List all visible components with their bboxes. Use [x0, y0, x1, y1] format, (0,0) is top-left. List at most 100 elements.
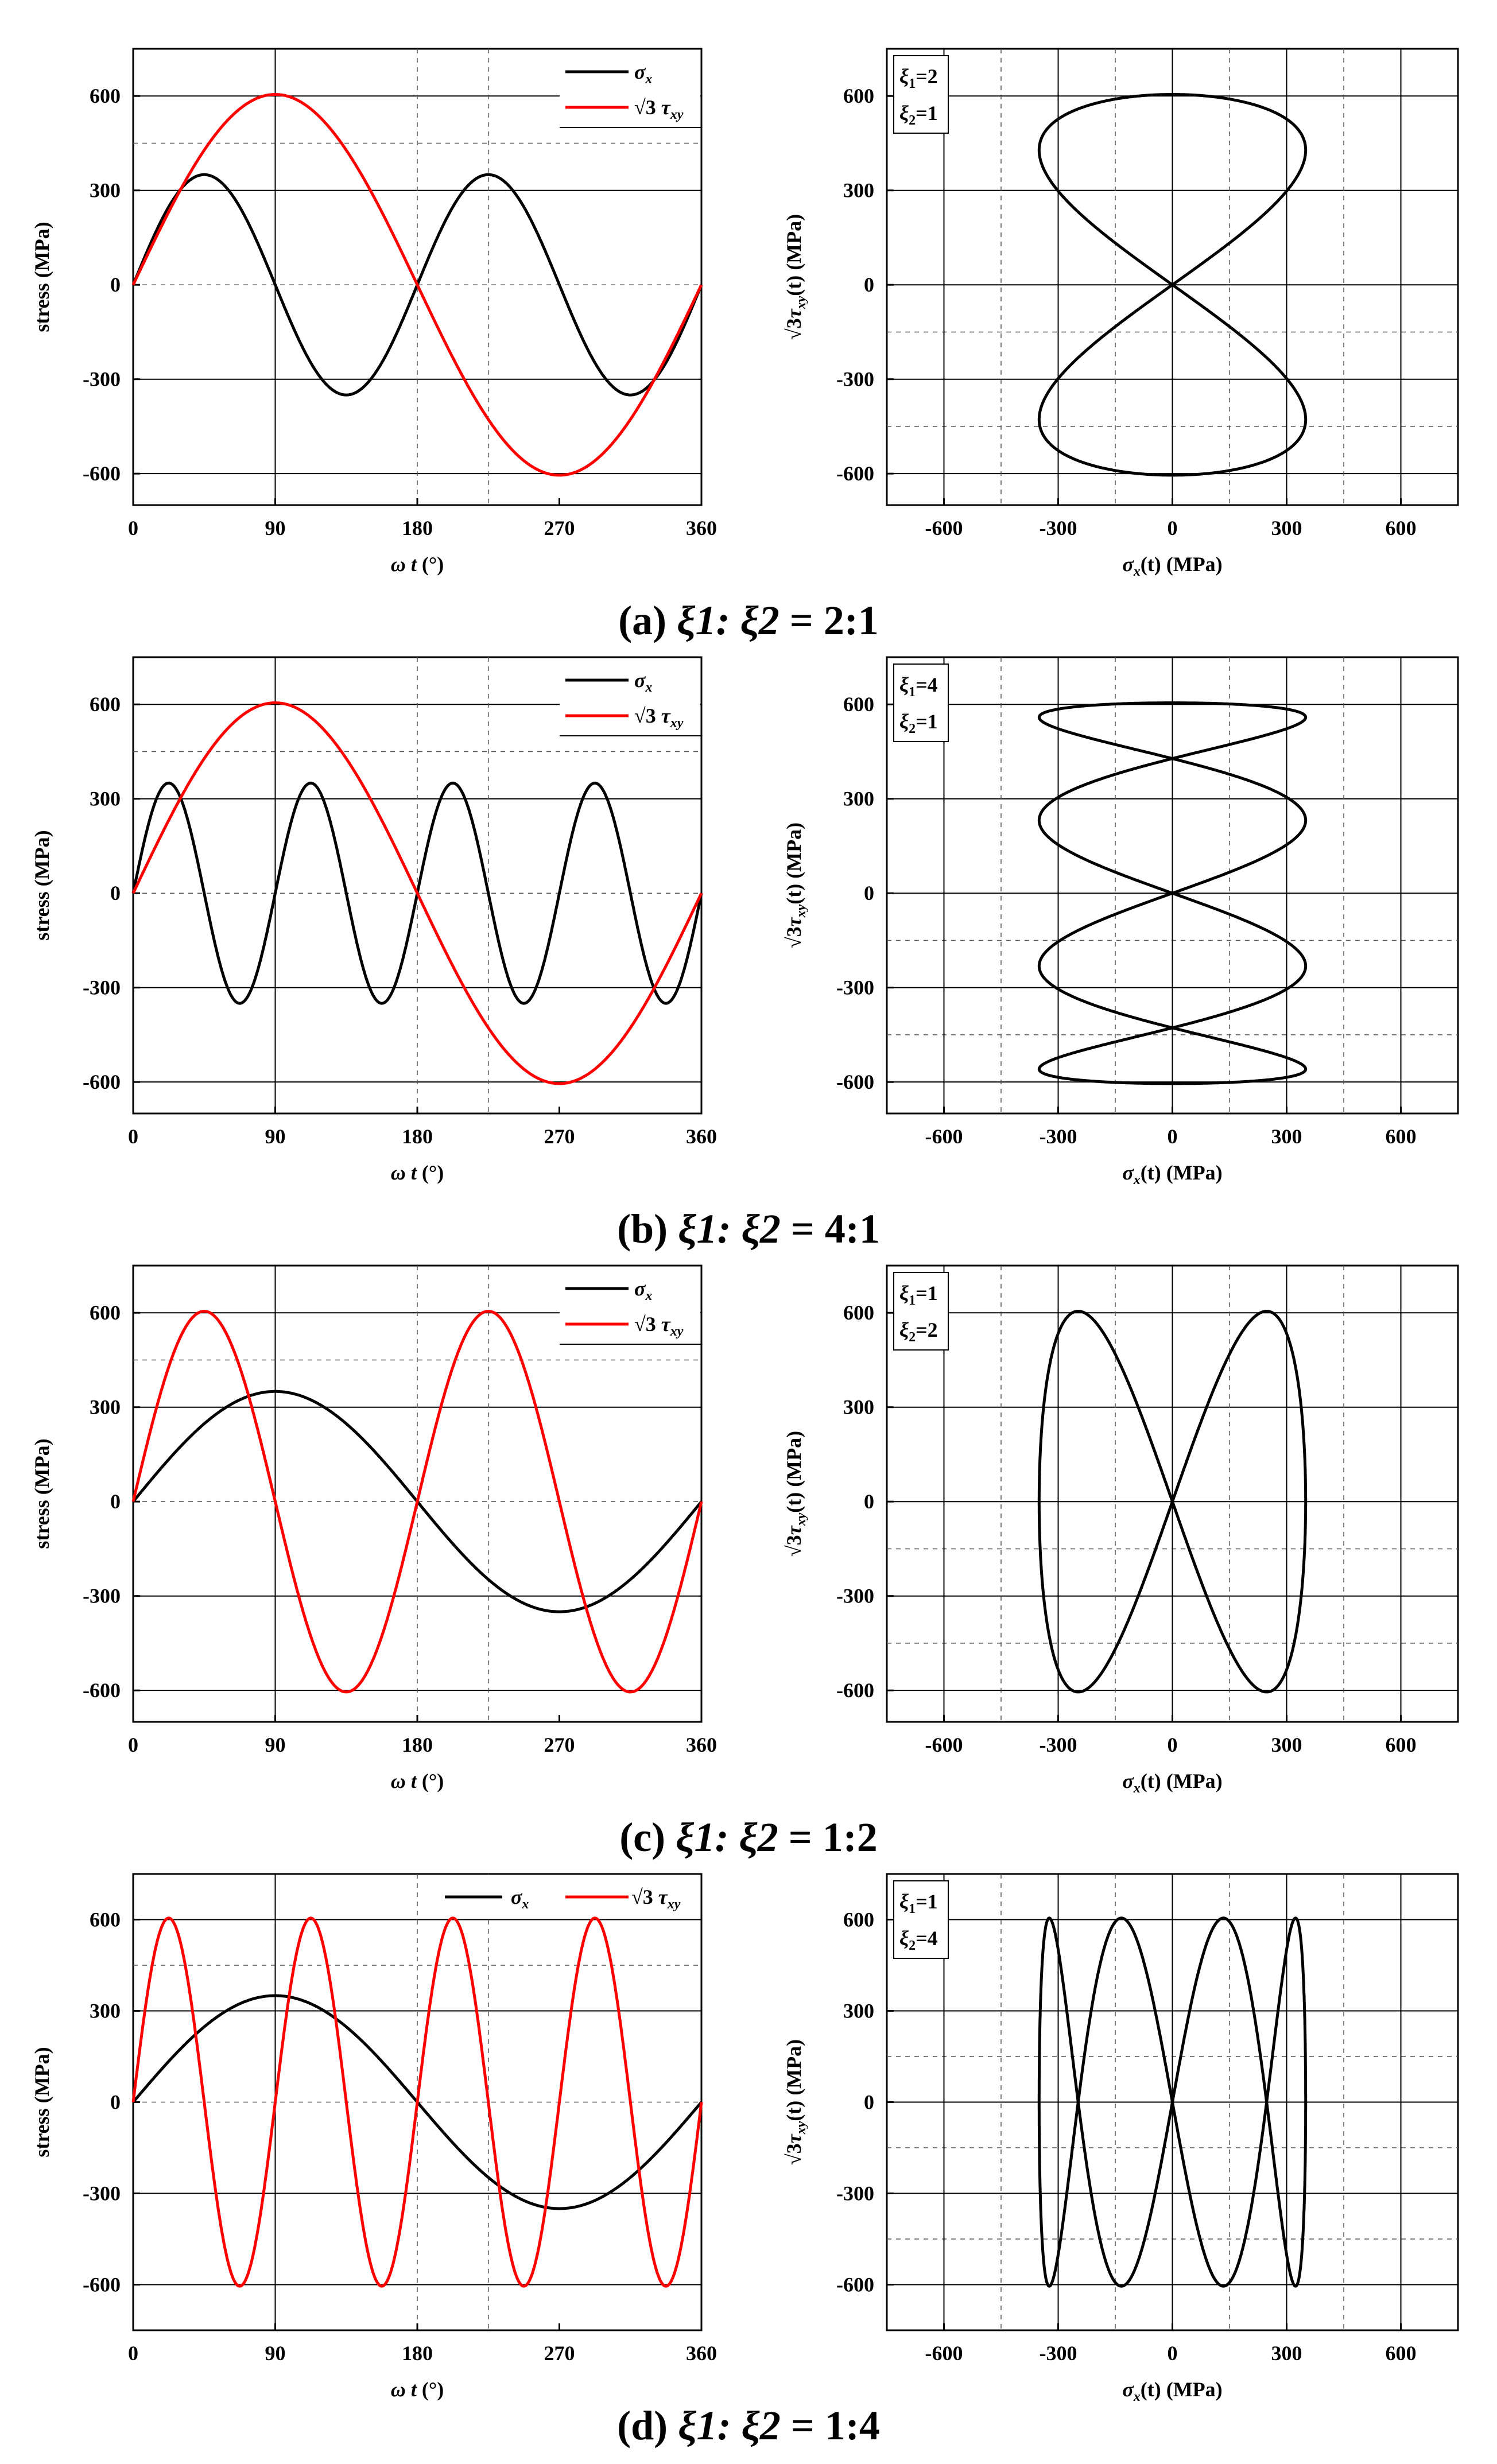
time-plot-c: -600 -300 0 300 600 0 90 180 270 360 σx √3 τxy ω t (… [30, 1264, 717, 1792]
y-tick-label: 300 [90, 787, 121, 810]
xi-subscript: 2 [909, 721, 916, 736]
caption-value: = 2:1 [779, 597, 879, 643]
x-axis-label: σx(t) (MPa) [1122, 1161, 1222, 1188]
x-axis-t: t [411, 2378, 422, 2401]
legend-tau-symbol: τ [661, 704, 671, 727]
x-tick-label: 360 [686, 1733, 717, 1756]
x-tick-label: 270 [544, 2342, 575, 2365]
y-tick-label: -600 [83, 2273, 121, 2296]
x-tick-label: 300 [1271, 517, 1302, 540]
xi-symbol: ξ [899, 1927, 909, 1950]
x-tick-label: 0 [128, 517, 138, 540]
x-tick-label: 300 [1271, 2342, 1302, 2365]
y-tick-label: 300 [843, 1396, 874, 1419]
legend-tau-prefix: √3 [631, 1885, 658, 1908]
y-axis-label: √3τxy(t) (MPa) [782, 822, 809, 948]
xi-symbol: ξ [899, 1282, 909, 1305]
y-tick-label: 600 [843, 693, 874, 716]
x-axis-rest: (t) (MPa) [1141, 2378, 1223, 2401]
x-tick-label: 180 [402, 517, 433, 540]
y-axis-rest: (t) (MPa) [782, 822, 805, 905]
x-tick-label: -600 [925, 1125, 963, 1148]
y-axis-tau: τ [782, 2133, 805, 2143]
caption-label: (d) [617, 2403, 668, 2449]
x-tick-label: 90 [265, 2342, 286, 2365]
x-axis-omega: ω [391, 2378, 411, 2401]
caption-c: (c) ξ1: ξ2 = 1:2 [0, 1814, 1497, 1861]
y-axis-tau: τ [782, 308, 805, 318]
x-tick-label: -300 [1040, 517, 1077, 540]
caption-label: (a) [618, 597, 667, 643]
y-axis-label: stress (MPa) [30, 222, 53, 332]
y-axis-sub: xy [794, 296, 809, 309]
xi-subscript: 1 [909, 685, 916, 700]
x-tick-label: 90 [265, 1733, 286, 1756]
xi-symbol: ξ [899, 65, 909, 88]
xi-value: =1 [916, 1890, 938, 1913]
xi-value: =1 [916, 710, 938, 733]
time-plot-b: -600 -300 0 300 600 0 90 180 270 360 σx √3 τxy ω t (… [30, 656, 717, 1184]
xi-subscript: 1 [909, 1902, 916, 1916]
loading-path-curve [1037, 1310, 1308, 1694]
caption-value: = 4:1 [780, 1206, 880, 1252]
y-axis-label: stress (MPa) [30, 1438, 53, 1549]
tau-xy-curve [131, 701, 703, 1085]
legend-label-tau: √3 τxy [634, 704, 684, 731]
xi1-label: ξ1=1 [899, 1282, 938, 1308]
legend-label-sigma: σx [511, 1885, 529, 1912]
legend-label-sigma: σx [634, 669, 652, 695]
x-tick-label: 0 [1168, 1733, 1178, 1756]
caption-label: (b) [617, 1206, 668, 1252]
y-tick-label: -600 [83, 1679, 121, 1702]
x-axis-sigma: σ [1122, 1770, 1134, 1792]
y-axis-rest: (t) (MPa) [782, 1431, 805, 1513]
y-tick-label: 300 [90, 2000, 121, 2023]
x-tick-label: 600 [1386, 2342, 1417, 2365]
legend-sigma-symbol: σ [634, 1277, 646, 1300]
xi-symbol: ξ [899, 710, 909, 733]
xi1-label: ξ1=2 [899, 65, 938, 91]
y-axis-prefix: √3 [782, 1535, 805, 1557]
y-tick-label: 600 [90, 1301, 121, 1324]
y-tick-label: 0 [110, 2091, 121, 2114]
y-tick-label: 300 [843, 179, 874, 202]
caption-ratio: ξ1: ξ2 [678, 1206, 781, 1252]
legend-sigma-subscript: x [645, 72, 652, 87]
y-tick-label: 600 [90, 84, 121, 107]
x-tick-label: 0 [128, 2342, 138, 2365]
xi-subscript: 1 [909, 1293, 916, 1308]
xi2-label: ξ2=4 [899, 1927, 938, 1953]
caption-value: = 1:4 [780, 2403, 880, 2449]
x-tick-label: -600 [925, 2342, 963, 2365]
legend-label-tau: √3 τxy [634, 96, 684, 122]
y-tick-label: 0 [864, 882, 874, 905]
x-axis-rest: (t) (MPa) [1141, 553, 1223, 576]
x-axis-t: t [411, 1161, 422, 1184]
xi-symbol: ξ [899, 1318, 909, 1341]
y-axis-tau: τ [782, 1525, 805, 1535]
legend-tau-prefix: √3 [634, 704, 661, 727]
x-tick-label: -300 [1040, 1733, 1077, 1756]
x-tick-label: -300 [1040, 2342, 1077, 2365]
y-tick-label: 600 [843, 1301, 874, 1324]
x-axis-sub: x [1133, 1781, 1141, 1796]
caption-d: (d) ξ1: ξ2 = 1:4 [0, 2402, 1497, 2450]
time-plot-d: -600 -300 0 300 600 0 90 180 270 360 σx √3 τxy ω t (… [30, 1873, 717, 2401]
x-axis-label: ω t (°) [391, 553, 444, 576]
y-tick-label: -300 [83, 976, 121, 999]
y-tick-label: -600 [836, 462, 874, 485]
x-axis-sigma: σ [1122, 2378, 1134, 2401]
legend-tau-subscript: xy [670, 716, 684, 731]
xi-subscript: 2 [909, 113, 916, 128]
legend-label-sigma: σx [634, 60, 652, 87]
x-axis-t: t [411, 1770, 422, 1792]
caption-b: (b) ξ1: ξ2 = 4:1 [0, 1205, 1497, 1253]
legend-sigma-subscript: x [645, 1289, 652, 1303]
tau-xy-curve [131, 1309, 703, 1694]
y-axis-label: √3τxy(t) (MPa) [782, 1431, 809, 1557]
x-tick-label: 0 [1168, 1125, 1178, 1148]
x-tick-label: 0 [128, 1733, 138, 1756]
caption-ratio: ξ1: ξ2 [678, 2403, 781, 2449]
legend-tau-subscript: xy [667, 1897, 681, 1912]
